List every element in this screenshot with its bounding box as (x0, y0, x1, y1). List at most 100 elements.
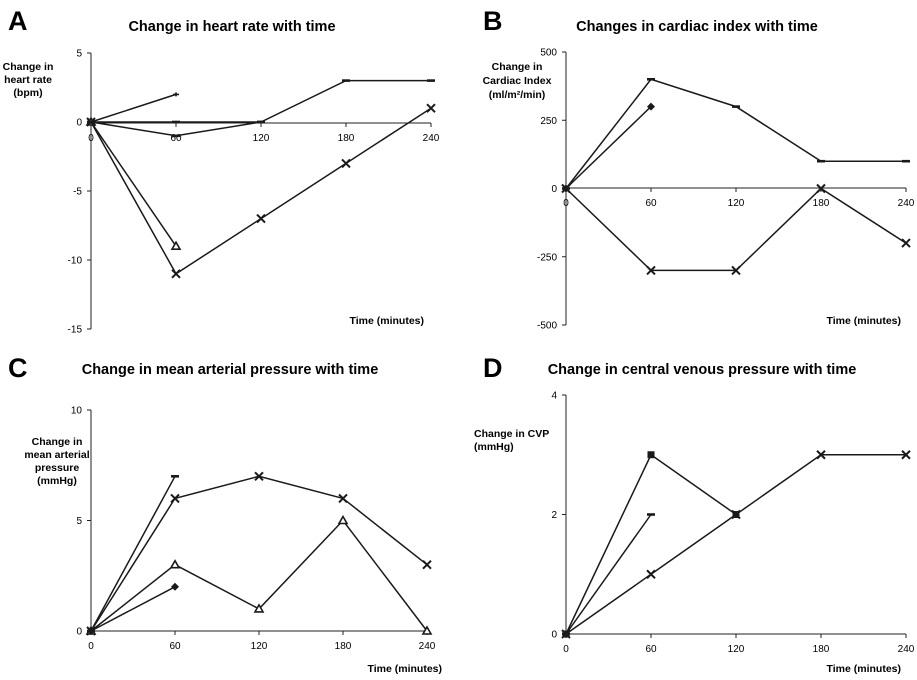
x-tick-label: 240 (419, 641, 436, 652)
data-point-x (731, 509, 741, 520)
x-tick-label: 120 (251, 641, 268, 652)
y-tick-label: 10 (71, 406, 83, 417)
data-point-plus (173, 92, 179, 97)
y-tick-label: -5 (73, 187, 82, 198)
x-tick-label: 60 (170, 133, 182, 144)
x-axis-label: Time (minutes) (350, 315, 424, 327)
data-point-x (254, 471, 264, 482)
y-axis-label: Cardiac Index (483, 75, 552, 87)
data-point-diamond (171, 582, 179, 591)
panel-letter: D (483, 353, 503, 383)
data-point-x (646, 569, 656, 579)
y-tick-label: 0 (76, 627, 82, 638)
x-tick-label: 60 (645, 644, 657, 655)
series-line-1 (90, 93, 177, 123)
chart-panel-b: B Changes in cardiac index with time 500 25… (483, 6, 915, 332)
y-tick-label: -500 (537, 321, 557, 332)
y-axis-label: (ml/m²/min) (489, 89, 546, 101)
data-point-x (901, 450, 911, 460)
x-tick-label: 240 (898, 198, 915, 209)
chart-title: Change in mean arterial pressure with ti… (82, 362, 379, 378)
data-point-x (561, 629, 571, 639)
y-tick-label: 250 (540, 116, 557, 127)
y-tick-label: 0 (551, 630, 557, 641)
chart-title: Change in heart rate with time (128, 19, 335, 35)
data-point-x (338, 493, 348, 504)
panel-letter: A (8, 6, 28, 36)
series-line-1 (565, 453, 737, 635)
x-tick-label: 60 (645, 198, 657, 209)
data-point-x (561, 183, 571, 194)
x-axis-label: Time (minutes) (368, 663, 442, 675)
y-tick-label: 5 (76, 516, 82, 527)
y-tick-label: 500 (540, 48, 557, 59)
data-point-triangle (421, 625, 433, 635)
series-line-3 (565, 454, 906, 635)
x-tick-label: 180 (813, 198, 830, 209)
y-axis-label: heart rate (4, 74, 52, 86)
data-point-x (901, 238, 911, 248)
x-tick-label: 120 (728, 198, 745, 209)
x-tick-label: 180 (335, 641, 352, 652)
data-point-x (341, 158, 351, 169)
data-point-x (646, 265, 656, 276)
y-axis-label: Change in (32, 436, 83, 448)
x-tick-label: 240 (423, 133, 440, 144)
chart-panel-d: D Change in central venous pressure with … (474, 353, 915, 675)
series-line-4 (90, 121, 177, 247)
y-axis-label: (mmHg) (474, 441, 514, 453)
y-axis-label: (mmHg) (37, 475, 77, 487)
x-tick-label: 0 (563, 644, 569, 655)
data-point-triangle (253, 603, 265, 613)
series-line-1 (565, 78, 906, 189)
x-tick-label: 120 (728, 644, 745, 655)
y-tick-label: 2 (551, 510, 557, 521)
series-line-2 (91, 79, 431, 123)
data-point-triangle (170, 240, 182, 250)
y-tick-label: 4 (551, 391, 557, 402)
data-point-x (171, 269, 181, 279)
data-point-x (731, 265, 741, 276)
data-point-x (256, 213, 266, 224)
x-tick-label: 0 (88, 641, 94, 652)
y-tick-label: -10 (68, 256, 83, 267)
y-axis-label: (bpm) (13, 87, 42, 99)
data-point-x (816, 450, 826, 460)
x-tick-label: 180 (813, 644, 830, 655)
data-point-diamond (647, 102, 655, 111)
y-tick-label: 0 (76, 118, 82, 129)
y-axis-label: pressure (35, 462, 80, 474)
series-line-1 (90, 475, 176, 632)
series-line-2 (565, 106, 652, 190)
x-tick-label: 180 (338, 133, 355, 144)
x-axis-label: Time (minutes) (827, 315, 901, 327)
data-point-square (647, 451, 655, 459)
y-tick-label: 0 (551, 184, 557, 195)
chart-title: Changes in cardiac index with time (576, 19, 818, 35)
x-tick-label: 240 (898, 644, 915, 655)
y-tick-label: -15 (68, 325, 83, 336)
series-line-4 (90, 586, 176, 632)
panel-letter: C (8, 353, 28, 383)
y-axis-label: Change in (492, 61, 543, 73)
panel-letter: B (483, 6, 503, 36)
data-point-diamond (87, 627, 95, 635)
x-tick-label: 0 (88, 133, 94, 144)
y-axis-label: mean arterial (24, 449, 89, 461)
data-point-triangle (169, 559, 181, 569)
data-point-x (170, 493, 180, 504)
chart-panel-a: A Change in heart rate with time 5 0 -5 -10 -1… (3, 6, 440, 336)
x-tick-label: 60 (169, 641, 181, 652)
data-point-x (86, 117, 96, 127)
x-axis-label: Time (minutes) (827, 663, 901, 675)
data-point-x (816, 183, 826, 194)
chart-panel-c: C Change in mean arterial pressure with t… (8, 353, 442, 675)
y-tick-label: 5 (76, 49, 82, 60)
x-tick-label: 0 (563, 198, 569, 209)
data-point-triangle (337, 514, 349, 525)
y-tick-label: -250 (537, 252, 557, 263)
x-tick-label: 120 (253, 133, 270, 144)
series-line-2 (565, 514, 652, 635)
data-point-x (426, 103, 436, 113)
